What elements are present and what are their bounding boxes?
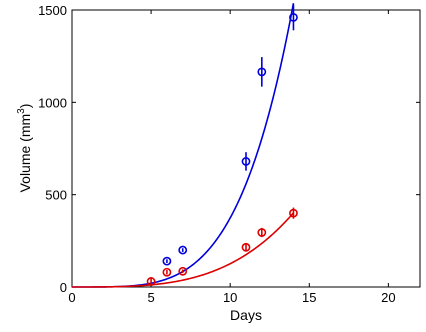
y-tick-label: 500 (45, 188, 67, 203)
data-point (257, 228, 267, 237)
data-point (178, 266, 188, 276)
x-tick-label: 0 (68, 290, 75, 305)
x-tick-label: 15 (302, 290, 316, 305)
data-point (257, 67, 267, 77)
fit-curve-1 (72, 212, 295, 288)
data-point (289, 208, 298, 218)
data-point (162, 256, 172, 266)
data-points (146, 4, 298, 286)
plot-area (71, 9, 421, 288)
data-point (162, 267, 172, 277)
x-tick-label: 5 (147, 290, 154, 305)
y-axis-label: Volume (mm3) (16, 104, 33, 193)
x-tick-label: 20 (381, 290, 395, 305)
data-point (289, 12, 298, 22)
x-tick-label: 10 (223, 290, 237, 305)
y-axis-label-close: ) (17, 104, 33, 109)
y-tick-label: 1000 (38, 95, 67, 110)
data-point (146, 277, 156, 286)
y-axis-label-text: Volume (mm (17, 114, 33, 193)
data-point (241, 242, 251, 252)
data-point (178, 245, 188, 255)
y-axis-label-superscript: 3 (16, 108, 27, 114)
x-axis-label: Days (230, 307, 262, 323)
data-point (241, 157, 251, 166)
axis-ticks: 0 5 10 15 20 0 500 1000 1500 (38, 3, 420, 305)
y-tick-label: 1500 (38, 3, 67, 18)
y-tick-label: 0 (60, 280, 67, 295)
